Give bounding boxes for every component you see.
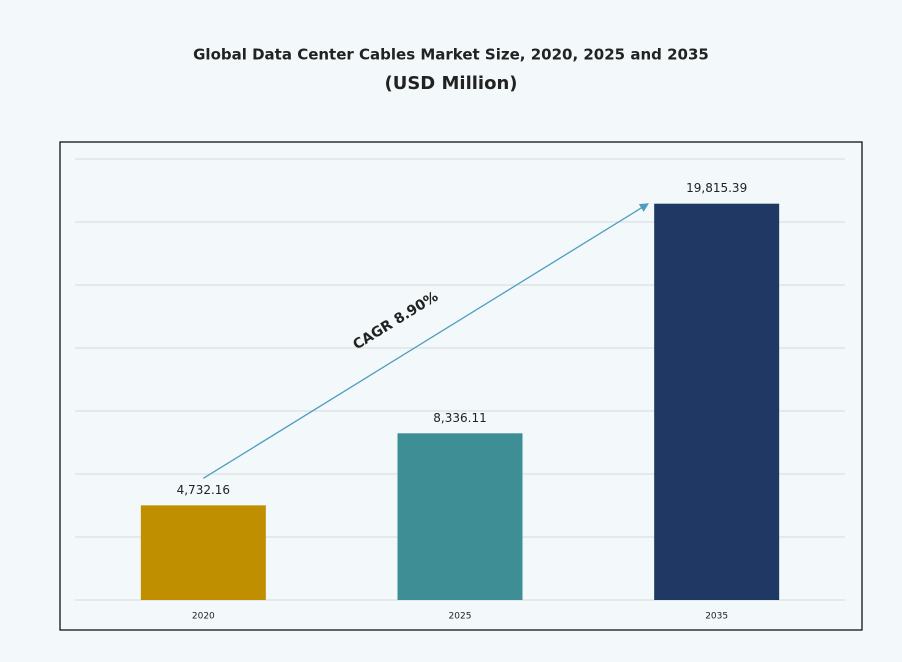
data-label: 4,732.16: [177, 483, 230, 497]
bar: [140, 505, 266, 600]
x-tick-label: 2020: [192, 612, 215, 622]
data-label: 19,815.39: [686, 181, 747, 195]
bar: [397, 433, 523, 600]
cagr-arrow: [202, 203, 649, 479]
x-tick-label: 2035: [705, 612, 728, 622]
plot-frame: [59, 141, 863, 631]
x-tick-label: 2025: [449, 612, 472, 622]
chart-subtitle: (USD Million): [384, 73, 517, 94]
bar: [654, 203, 780, 600]
data-label: 8,336.11: [433, 411, 486, 425]
chart-title: Global Data Center Cables Market Size, 2…: [193, 46, 709, 64]
